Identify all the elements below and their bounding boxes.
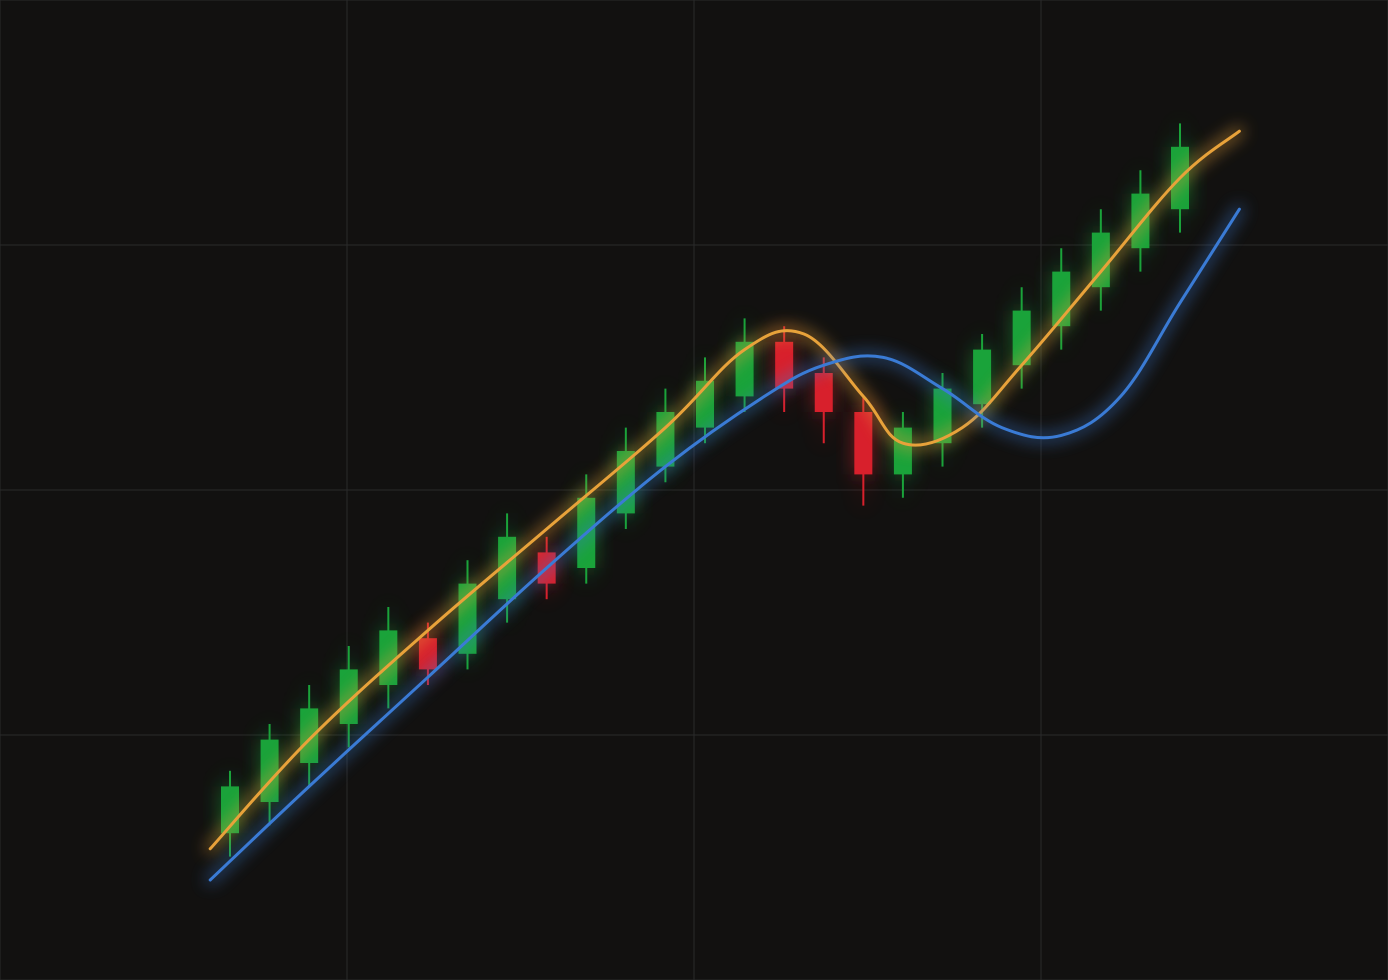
candlestick-chart bbox=[0, 0, 1388, 980]
